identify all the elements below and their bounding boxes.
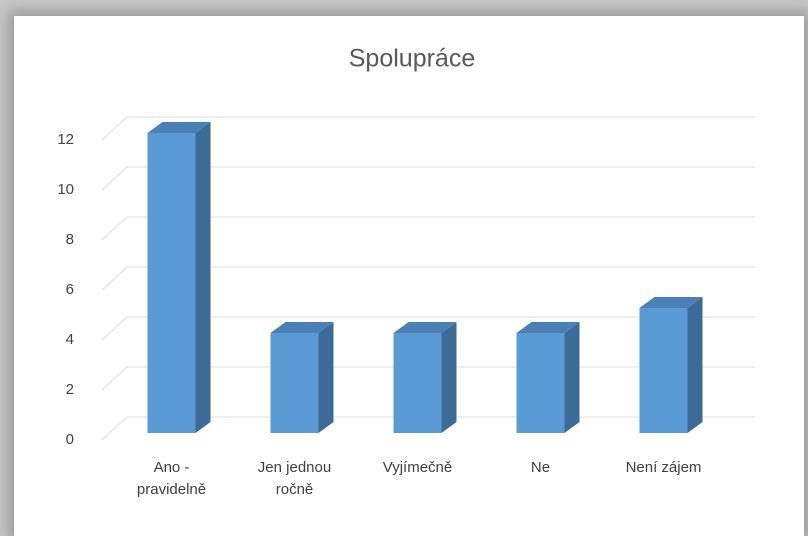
chart-title: Spolupráce <box>349 45 475 73</box>
bar <box>639 297 703 433</box>
bar-side <box>318 322 334 433</box>
chart-panel <box>14 16 804 536</box>
bar <box>270 322 334 433</box>
bar <box>393 322 457 433</box>
grid-line <box>101 116 755 141</box>
grid-line <box>101 266 755 291</box>
bar-front <box>147 133 196 433</box>
y-tick-label: 0 <box>66 431 74 448</box>
bar-side <box>564 322 580 433</box>
grid-line <box>101 216 755 241</box>
x-tick-label: Ano - pravidelně <box>136 459 207 498</box>
y-tick-label: 10 <box>57 181 74 198</box>
bar-top <box>516 322 580 333</box>
bar-front <box>639 308 688 433</box>
x-tick-label: Jen jednou ročně <box>257 459 332 498</box>
bar-front <box>393 333 442 433</box>
bar-top <box>639 297 703 308</box>
y-tick-label: 12 <box>57 131 74 148</box>
bar <box>147 122 211 433</box>
y-tick-label: 4 <box>66 331 74 348</box>
bar <box>516 322 580 433</box>
bar-side <box>441 322 457 433</box>
bar-top <box>270 322 334 333</box>
x-tick-label: Ne <box>530 459 551 476</box>
grid-line <box>101 166 755 191</box>
x-tick-label: Vyjímečně <box>382 459 453 476</box>
bar-front <box>270 333 319 433</box>
y-tick-label: 6 <box>66 281 74 298</box>
bar-top <box>393 322 457 333</box>
bar-side <box>687 297 703 433</box>
bar-top <box>147 122 211 133</box>
y-tick-label: 2 <box>66 381 74 398</box>
bar-side <box>195 122 211 433</box>
bar-front <box>516 333 565 433</box>
x-tick-label: Není zájem <box>625 459 702 476</box>
grid-line <box>101 316 755 341</box>
y-tick-label: 8 <box>66 231 74 248</box>
